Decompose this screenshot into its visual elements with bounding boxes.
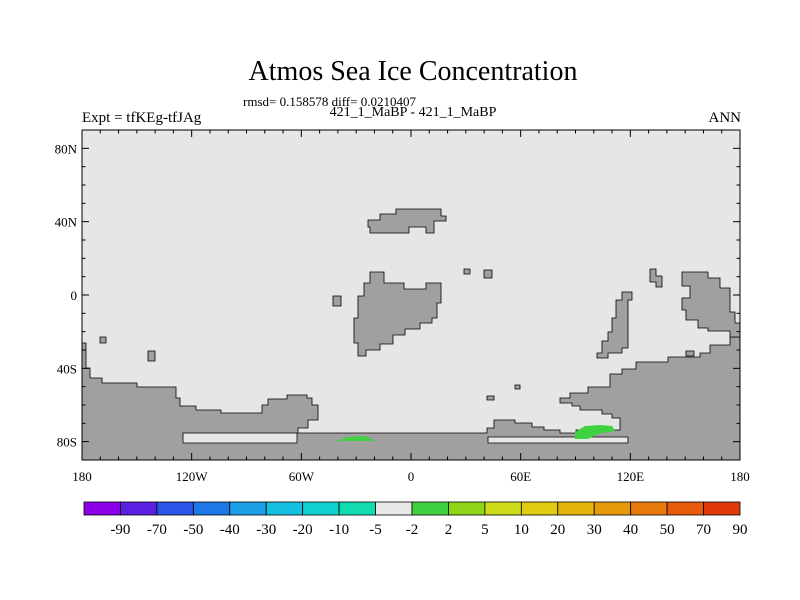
x-tick-label: 180 xyxy=(72,469,92,484)
colorbar-swatch xyxy=(192,501,231,516)
colorbar-swatch xyxy=(302,501,340,516)
y-tick-label: 80S xyxy=(57,435,77,450)
colorbar-label: 20 xyxy=(550,522,565,538)
colorbar-label: 10 xyxy=(514,522,529,538)
landmass-small-island-5 xyxy=(483,269,493,279)
x-axis: 180 120W 60W 0 60E 120E 180 xyxy=(72,130,750,484)
colorbar-label: 70 xyxy=(696,522,711,538)
colorbar-swatch xyxy=(120,501,158,516)
colorbar-label: -90 xyxy=(110,522,130,538)
colorbar-swatch xyxy=(338,501,376,516)
x-tick-label: 180 xyxy=(730,469,750,484)
colorbar-swatch xyxy=(229,501,267,516)
colorbar-label: 90 xyxy=(733,522,748,538)
colorbar-label: -50 xyxy=(183,522,203,538)
colorbar-label: -40 xyxy=(220,522,240,538)
landmass-small-island-6 xyxy=(514,384,521,390)
landmass-small-island-3 xyxy=(332,295,342,307)
colorbar-swatch xyxy=(703,501,741,516)
x-tick-label: 60E xyxy=(510,469,531,484)
landmass-africa xyxy=(596,291,633,359)
colorbar-swatch xyxy=(265,501,304,516)
experiment-subtitle: 421_1_MaBP - 421_1_MaBP xyxy=(329,105,497,120)
x-tick-label: 120W xyxy=(176,469,209,484)
landmass-small-island-8 xyxy=(685,350,695,357)
colorbar-label: -70 xyxy=(147,522,167,538)
landmass-arabia xyxy=(649,268,663,288)
colorbar-swatch xyxy=(666,501,704,516)
plot-title: Atmos Sea Ice Concentration xyxy=(248,56,578,87)
landmass-antarctica xyxy=(81,336,741,461)
landmass-small-island-4 xyxy=(463,268,471,275)
colorbar-swatch xyxy=(156,501,194,516)
colorbar-label: -10 xyxy=(329,522,349,538)
colorbar-swatch xyxy=(484,501,522,516)
x-tick-label: 0 xyxy=(408,469,415,484)
colorbar-label: -20 xyxy=(293,522,313,538)
colorbar-swatch xyxy=(448,501,486,516)
y-tick-label: 40N xyxy=(55,215,78,230)
colorbar-swatch xyxy=(83,501,121,516)
colorbar-label: -30 xyxy=(256,522,276,538)
colorbar-label: -2 xyxy=(406,522,419,538)
y-tick-label: 40S xyxy=(57,361,77,376)
y-tick-label: 0 xyxy=(71,288,78,303)
y-tick-label: 80N xyxy=(55,141,78,156)
y-axis: 80N 40N 0 40S 80S xyxy=(55,129,740,461)
colorbar-swatch xyxy=(593,501,632,516)
anomaly-weddell-sea xyxy=(336,436,376,441)
x-tick-label: 120E xyxy=(617,469,645,484)
landmass-maritime-continent xyxy=(681,271,741,338)
landmass-south-america xyxy=(353,271,442,357)
season-label: ANN xyxy=(708,110,742,126)
stats-label: rmsd= 0.158578 diff= 0.0210407 xyxy=(243,94,416,109)
landmass-small-island-7 xyxy=(486,395,495,401)
colorbar-label: 2 xyxy=(445,522,453,538)
colorbar-label: 5 xyxy=(481,522,489,538)
landmass-north-america xyxy=(367,208,447,234)
colorbar-label: 30 xyxy=(587,522,602,538)
colorbar-swatch xyxy=(557,501,595,516)
anomaly-east-antarctic xyxy=(575,425,615,439)
expt-label: Expt = tfKEg-tfJAg xyxy=(82,110,202,126)
colorbar-swatch xyxy=(520,501,559,516)
colorbar-swatch xyxy=(411,501,449,516)
landmass-small-island-1 xyxy=(99,336,107,344)
colorbar-label: 40 xyxy=(623,522,638,538)
colorbar: -90 -70 -50 -40 -30 -20 -10 -5 -2 2 5 10 20 30 40 50 70 9… xyxy=(83,501,748,538)
colorbar-label: 50 xyxy=(660,522,675,538)
colorbar-label: -5 xyxy=(369,522,382,538)
colorbar-swatch xyxy=(630,501,668,516)
landmass-small-island-2 xyxy=(147,350,156,362)
colorbar-swatch xyxy=(375,501,413,516)
x-tick-label: 60W xyxy=(289,469,315,484)
